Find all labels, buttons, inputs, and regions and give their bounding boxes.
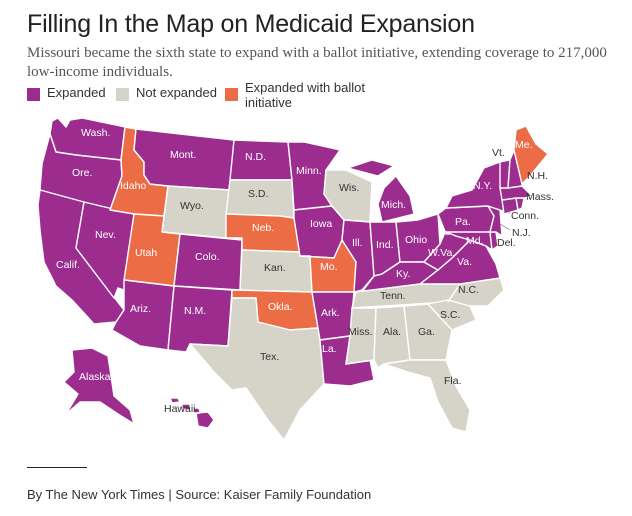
state-ms[interactable] <box>345 307 377 365</box>
state-label-nm: N.M. <box>184 305 206 317</box>
legend-swatch-not-expanded <box>116 88 129 101</box>
state-label-ny: N.Y. <box>473 180 492 192</box>
us-map: Wash. Ore. Calif. Nev. Idaho Mont. Wyo. Utah Col… <box>37 117 554 441</box>
state-label-ma: Mass. <box>526 191 554 203</box>
state-label-va: Va. <box>457 256 472 268</box>
state-fl[interactable] <box>383 359 471 433</box>
state-label-wv: W.Va. <box>428 247 455 259</box>
state-label-pa: Pa. <box>455 216 471 228</box>
state-label-mo: Mo. <box>320 261 338 273</box>
state-label-de: Del. <box>497 237 516 249</box>
state-label-me: Me. <box>515 139 533 151</box>
state-tx[interactable] <box>189 297 325 441</box>
source-credit: By The New York Times | Source: Kaiser F… <box>27 487 372 502</box>
state-hi[interactable] <box>169 397 215 429</box>
state-label-ak: Alaska <box>79 371 111 383</box>
state-label-fl: Fla. <box>444 375 462 387</box>
state-label-md: Md. <box>466 235 484 247</box>
state-label-wa: Wash. <box>81 127 110 139</box>
state-label-hi: Hawaii <box>164 403 196 415</box>
state-label-co: Colo. <box>195 251 220 263</box>
page-title: Filling In the Map on Medicaid Expansion <box>27 10 475 38</box>
state-label-az: Ariz. <box>130 303 151 315</box>
page-subtitle: Missouri became the sixth state to expan… <box>27 45 607 80</box>
state-label-ca: Calif. <box>56 259 80 271</box>
state-label-ia: Iowa <box>310 218 332 230</box>
state-label-mt: Mont. <box>170 149 196 161</box>
legend-swatch-ballot <box>225 88 238 101</box>
state-label-nh: N.H. <box>527 170 548 182</box>
state-nh[interactable] <box>507 149 523 189</box>
state-label-sc: S.C. <box>440 309 460 321</box>
state-label-ga: Ga. <box>418 326 435 338</box>
state-label-ok: Okla. <box>268 301 293 313</box>
leader-line-ct <box>505 207 511 215</box>
state-mi[interactable] <box>347 159 415 223</box>
state-label-nv: Nev. <box>95 229 116 241</box>
state-label-in: Ind. <box>376 239 394 251</box>
state-me[interactable] <box>513 125 549 185</box>
legend-label-expanded: Expanded <box>47 85 106 100</box>
state-label-ms: Miss. <box>348 326 373 338</box>
state-label-vt: Vt. <box>492 147 505 159</box>
state-nm[interactable] <box>167 285 233 353</box>
legend-swatch-expanded <box>27 88 40 101</box>
state-ri[interactable] <box>515 197 525 211</box>
state-az[interactable] <box>111 279 175 351</box>
state-ia[interactable] <box>293 205 345 259</box>
legend-label-not-expanded: Not expanded <box>136 85 217 100</box>
state-label-nd: N.D. <box>245 151 266 163</box>
state-label-ks: Kan. <box>264 262 286 274</box>
state-label-nj: N.J. <box>512 227 531 239</box>
state-label-il: Ill. <box>352 237 363 249</box>
state-label-nc: N.C. <box>458 284 479 296</box>
state-label-ut: Utah <box>135 247 157 259</box>
legend-label-ballot: Expanded with ballot initiative <box>245 80 365 110</box>
state-label-ct: Conn. <box>511 210 539 222</box>
state-label-oh: Ohio <box>405 234 427 246</box>
state-label-al: Ala. <box>383 326 401 338</box>
state-label-la: La. <box>322 343 337 355</box>
state-label-mn: Minn. <box>296 165 322 177</box>
state-sc[interactable] <box>427 299 477 331</box>
state-label-or: Ore. <box>72 167 92 179</box>
state-label-wi: Wis. <box>339 182 359 194</box>
state-label-ky: Ky. <box>396 268 410 280</box>
divider-rule <box>27 467 87 468</box>
state-label-ne: Neb. <box>252 222 274 234</box>
state-label-tx: Tex. <box>260 351 279 363</box>
state-label-wy: Wyo. <box>180 200 204 212</box>
state-wy[interactable] <box>161 185 231 239</box>
state-ak[interactable] <box>63 347 135 425</box>
state-label-mi: Mich. <box>381 199 406 211</box>
leader-line-nj <box>499 223 511 231</box>
state-label-sd: S.D. <box>248 188 268 200</box>
state-label-ar: Ark. <box>321 307 340 319</box>
state-label-id: Idaho <box>120 180 146 192</box>
state-label-tn: Tenn. <box>380 290 406 302</box>
